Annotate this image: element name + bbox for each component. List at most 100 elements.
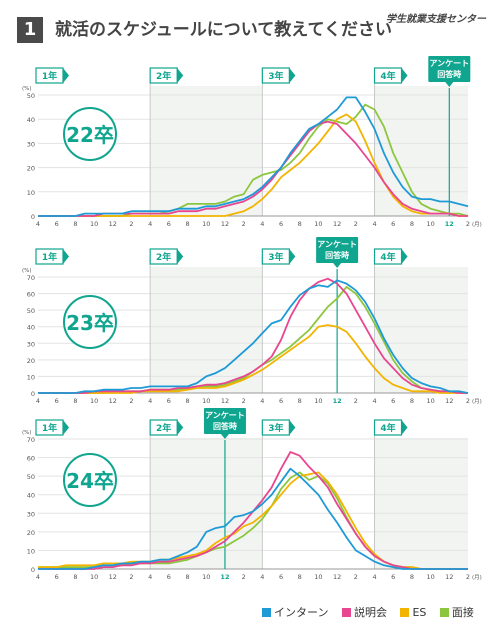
chart-panel-1: 0 10 20 30 40 50 60 70(%) 1年 2年 3年 4年 4 6 8 10 12 2 4 6 8 10 1… xyxy=(22,237,482,405)
x-tick-label: 12 xyxy=(333,397,342,405)
survey-label-line1: アンケート xyxy=(429,59,469,68)
x-tick-label: 2 xyxy=(242,220,246,228)
x-tick-label: 10 xyxy=(202,220,210,228)
year4-band xyxy=(374,267,468,393)
x-tick-label: 6 xyxy=(391,220,395,228)
survey-callout-box xyxy=(316,237,359,263)
x-tick-label: 12 xyxy=(445,220,454,228)
x-tick-label: 8 xyxy=(185,573,189,581)
x-tick-label: 8 xyxy=(410,220,414,228)
year-tag-arrow xyxy=(401,68,408,83)
legend-label-interview: 面接 xyxy=(451,606,474,619)
x-tick-label: 4 xyxy=(372,397,376,405)
header: 1 就活のスケジュールについて教えてください 学生就業支援センター xyxy=(0,0,500,56)
y-tick-label: 20 xyxy=(27,529,35,537)
series-line-briefing xyxy=(38,277,468,394)
legend-item-es: ES xyxy=(400,606,426,619)
x-tick-label: 4 xyxy=(36,220,40,228)
y-tick-label: 60 xyxy=(27,291,35,299)
x-tick-label: 8 xyxy=(410,397,414,405)
y-tick-label: 30 xyxy=(27,140,35,148)
y-unit-label: (%) xyxy=(22,268,32,274)
series-line-intern xyxy=(38,96,469,217)
x-tick-label: 4 xyxy=(148,397,152,405)
year-tag-arrow xyxy=(401,249,408,264)
x-tick-label: 8 xyxy=(298,573,302,581)
x-tick-label: 6 xyxy=(391,397,395,405)
year-tag-arrow xyxy=(63,249,69,264)
y-tick-label: 0 xyxy=(31,390,35,398)
legend-item-briefing: 説明会 xyxy=(341,604,387,620)
survey-callout-arrow xyxy=(445,82,454,87)
legend-label-intern: インターン xyxy=(274,606,329,619)
x-tick-label: 2 xyxy=(242,397,246,405)
brand-logo-text: 学生就業支援センター xyxy=(386,14,486,25)
x-tick-label: 2 xyxy=(466,573,470,581)
y-unit-label: (%) xyxy=(22,430,32,436)
x-tick-label: 12 xyxy=(220,573,229,581)
cohort-label: 24卒 xyxy=(66,469,114,493)
x-tick-label: 8 xyxy=(410,573,414,581)
year-tag-label: 4年 xyxy=(380,251,395,263)
y-tick-label: 40 xyxy=(27,324,35,332)
survey-label-line2: 回答時 xyxy=(325,250,349,260)
year-tag-arrow xyxy=(289,249,296,264)
x-tick-label: 8 xyxy=(298,397,302,405)
page-title: 就活のスケジュールについて教えてください xyxy=(55,20,392,40)
x-unit-label: (月) xyxy=(472,398,482,405)
x-tick-label: 6 xyxy=(279,397,283,405)
y-tick-label: 10 xyxy=(27,373,35,381)
x-tick-label: 2 xyxy=(354,220,358,228)
x-tick-label: 10 xyxy=(90,220,98,228)
x-tick-label: 2 xyxy=(466,397,470,405)
x-tick-label: 12 xyxy=(333,220,341,228)
x-tick-label: 2 xyxy=(466,220,470,228)
x-tick-label: 12 xyxy=(221,220,229,228)
x-tick-label: 6 xyxy=(167,397,171,405)
survey-label-line2: 回答時 xyxy=(213,421,237,431)
x-tick-label: 12 xyxy=(109,220,117,228)
year-tag-label: 3年 xyxy=(268,70,283,82)
x-tick-label: 2 xyxy=(354,573,358,581)
y-tick-label: 10 xyxy=(27,547,35,555)
survey-label-line2: 回答時 xyxy=(437,69,461,79)
x-tick-label: 10 xyxy=(314,573,322,581)
year-tag-label: 1年 xyxy=(42,70,57,82)
year-tag-arrow xyxy=(177,420,184,435)
y-tick-label: 0 xyxy=(31,213,35,221)
y-tick-label: 70 xyxy=(27,274,35,282)
chart-panel-0: 0 10 20 30 40 50(%) 1年 2年 3年 4年 4 6 8 10 12 2 4 6 8 10 12 2 4 6… xyxy=(22,56,482,228)
cohort-label: 23卒 xyxy=(66,311,114,335)
x-tick-label: 12 xyxy=(109,397,117,405)
x-tick-label: 4 xyxy=(260,573,264,581)
x-tick-label: 8 xyxy=(73,220,77,228)
series-line-es xyxy=(38,324,468,394)
legend-swatch-intern xyxy=(262,608,271,617)
y-tick-label: 70 xyxy=(27,436,35,444)
x-tick-label: 4 xyxy=(36,397,40,405)
year2-band xyxy=(150,438,263,569)
cohort-label: 22卒 xyxy=(66,123,114,147)
survey-callout-arrow xyxy=(220,434,229,439)
year-tag-arrow xyxy=(177,249,184,264)
legend-label-briefing: 説明会 xyxy=(353,606,387,619)
y-tick-label: 40 xyxy=(27,116,35,124)
y-tick-label: 50 xyxy=(27,92,35,100)
year-tag-arrow xyxy=(63,420,69,435)
year-tag-arrow xyxy=(289,420,296,435)
x-unit-label: (月) xyxy=(472,574,482,581)
x-tick-label: 6 xyxy=(279,573,283,581)
survey-callout-arrow xyxy=(333,263,342,268)
x-tick-label: 4 xyxy=(260,397,264,405)
x-tick-label: 2 xyxy=(354,397,358,405)
x-tick-label: 2 xyxy=(129,397,133,405)
x-tick-label: 2 xyxy=(129,220,133,228)
survey-label-line1: アンケート xyxy=(317,240,357,249)
x-tick-label: 10 xyxy=(90,397,98,405)
x-unit-label: (月) xyxy=(472,221,482,228)
x-tick-label: 4 xyxy=(148,573,152,581)
y-unit-label: (%) xyxy=(22,86,32,92)
y-tick-label: 30 xyxy=(27,510,35,518)
x-tick-label: 12 xyxy=(445,397,453,405)
